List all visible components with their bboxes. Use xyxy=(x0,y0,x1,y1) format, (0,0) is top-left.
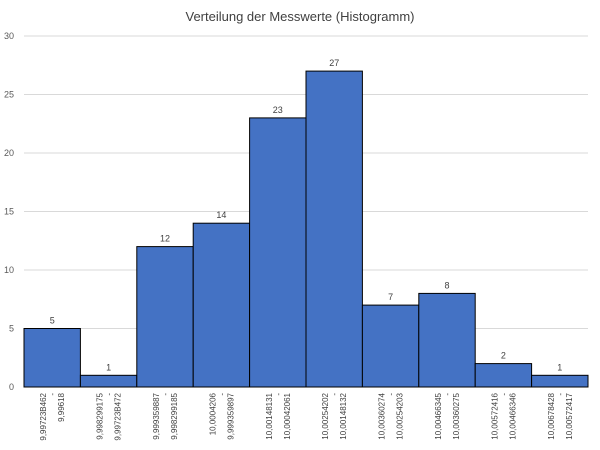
data-label-9: 2 xyxy=(501,351,506,361)
y-axis: 0 5 10 15 20 25 30 xyxy=(4,31,14,392)
data-label-4: 14 xyxy=(216,210,226,220)
data-label-1: 5 xyxy=(50,316,55,326)
category-label-part: 10,00148132 xyxy=(339,392,348,439)
y-tick-label-15: 15 xyxy=(4,207,14,217)
category-label-part: 10,00360274 xyxy=(378,392,387,439)
category-label-1: 9,99723B462-9,99618 xyxy=(39,392,66,440)
y-tick-label-5: 5 xyxy=(9,324,14,334)
category-label-part: - xyxy=(556,393,565,396)
category-label-2: 9,998299175-9,99723B472 xyxy=(96,392,123,440)
data-label-10: 1 xyxy=(557,362,562,372)
data-label-5: 23 xyxy=(273,105,283,115)
category-label-5: 10,00148131-10,00042061 xyxy=(265,392,292,439)
bar-3 xyxy=(136,246,194,388)
category-label-6: 10,00254202-10,00148132 xyxy=(321,392,348,439)
data-label-3: 12 xyxy=(160,234,170,244)
category-label-part: 9,998299185 xyxy=(170,392,179,439)
category-label-part: 9,998299175 xyxy=(96,392,105,439)
category-label-part: 10,00360275 xyxy=(452,392,461,439)
bar-1 xyxy=(23,328,81,388)
chart-title: Verteilung der Messwerte (Histogramm) xyxy=(185,9,414,24)
category-label-part: - xyxy=(217,393,226,396)
category-label-part: 10,00466345 xyxy=(434,392,443,439)
category-label-10: 10,00678428-10,00572417 xyxy=(547,392,574,439)
data-label-8: 8 xyxy=(444,280,449,290)
data-label-6: 27 xyxy=(329,58,339,68)
category-label-part: 9,999359897 xyxy=(226,392,235,439)
bars xyxy=(23,70,589,388)
category-label-part: - xyxy=(499,393,508,396)
category-label-part: 9,999359887 xyxy=(152,392,161,439)
category-label-part: - xyxy=(330,393,339,396)
y-tick-label-10: 10 xyxy=(4,265,14,275)
y-tick-label-30: 30 xyxy=(4,31,14,41)
category-label-8: 10,00466345-10,00360275 xyxy=(434,392,461,439)
category-label-part: - xyxy=(443,393,452,396)
category-label-part: - xyxy=(48,393,57,396)
category-label-part: 10,00148131 xyxy=(265,392,274,439)
y-tick-label-0: 0 xyxy=(9,382,14,392)
category-label-3: 9,999359887-9,998299185 xyxy=(152,392,179,439)
bar-5 xyxy=(249,117,307,388)
category-label-part: 9,99723B472 xyxy=(114,392,123,440)
category-label-part: 10,00254202 xyxy=(321,392,330,439)
category-label-7: 10,00360274-10,00254203 xyxy=(378,392,405,439)
data-label-7: 7 xyxy=(388,292,393,302)
bar-4 xyxy=(192,222,251,388)
y-tick-label-20: 20 xyxy=(4,148,14,158)
y-tick-label-25: 25 xyxy=(4,90,14,100)
bar-9 xyxy=(474,363,533,388)
category-label-4: 10,0004206-9,999359897 xyxy=(208,392,235,439)
bar-7 xyxy=(361,304,420,388)
category-label-part: 10,0004206 xyxy=(208,392,217,435)
bar-8 xyxy=(418,292,476,388)
category-label-part: 9,99723B462 xyxy=(39,392,48,440)
category-label-part: - xyxy=(105,393,114,396)
category-label-part: - xyxy=(387,393,396,396)
x-axis: 9,99723B462-9,99618 9,998299175-9,99723B4… xyxy=(39,392,574,440)
category-label-part: 10,00678428 xyxy=(547,392,556,439)
data-label-2: 1 xyxy=(106,362,111,372)
category-label-part: - xyxy=(161,393,170,396)
category-label-part: 10,00042061 xyxy=(283,392,292,439)
category-label-part: - xyxy=(274,393,283,396)
bar-10 xyxy=(531,374,589,388)
category-label-part: 10,00254203 xyxy=(396,392,405,439)
bar-2 xyxy=(79,374,138,388)
category-label-part: 9,99618 xyxy=(57,392,66,421)
category-label-part: 10,00466346 xyxy=(508,392,517,439)
bar-6 xyxy=(305,70,363,388)
data-labels: 5 1 12 14 23 27 7 8 2 1 xyxy=(50,58,563,372)
category-label-part: 10,00572416 xyxy=(490,392,499,439)
category-label-9: 10,00572416-10,00466346 xyxy=(490,392,517,439)
category-label-part: 10,00572417 xyxy=(565,392,574,439)
